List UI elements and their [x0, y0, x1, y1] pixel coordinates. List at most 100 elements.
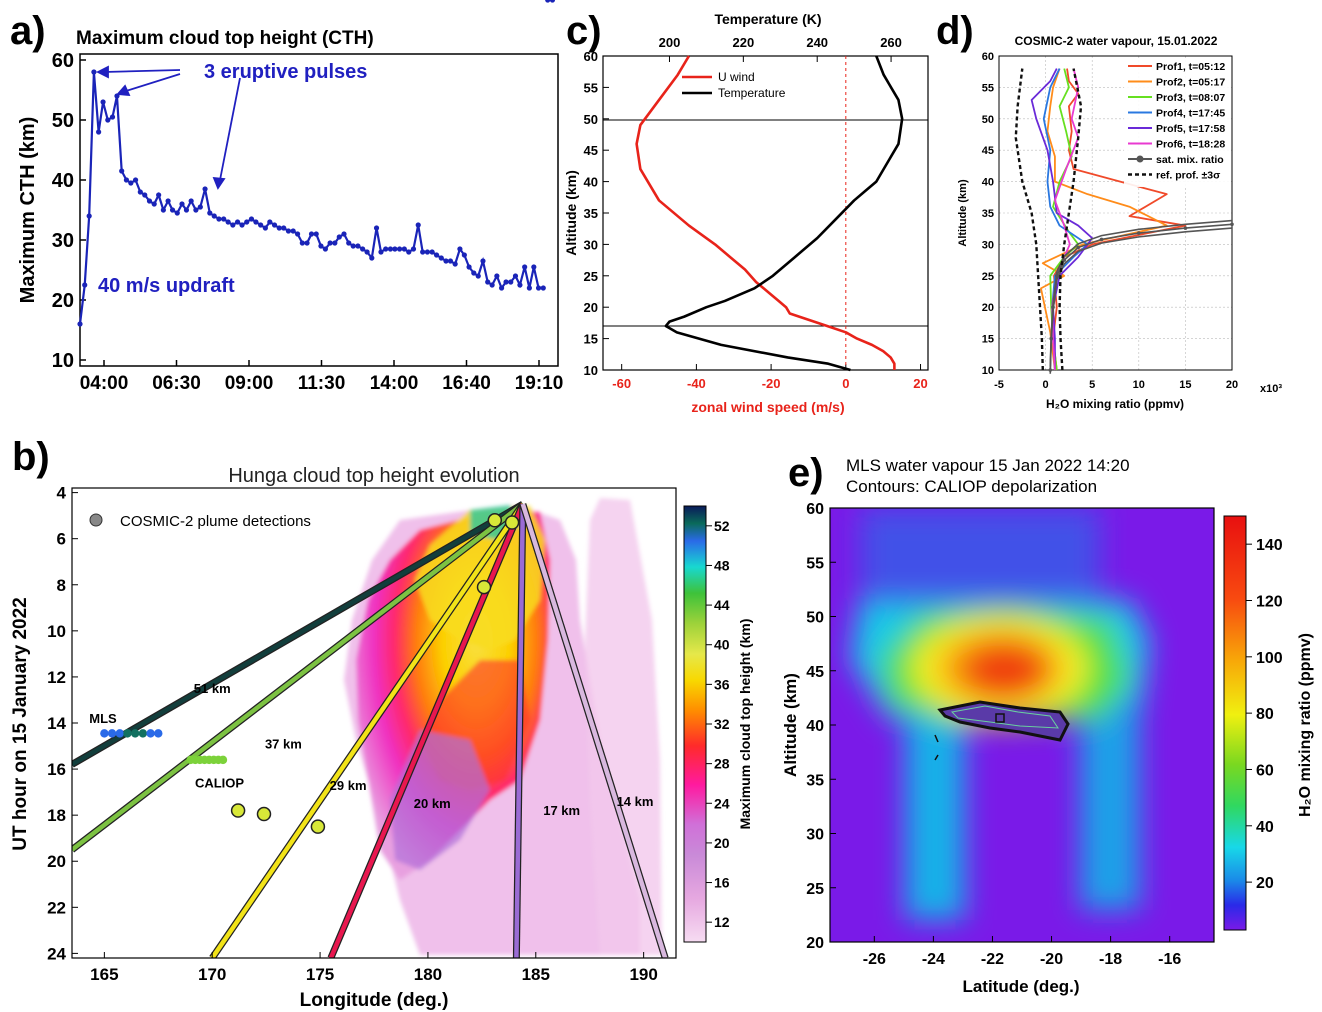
panel-a-point [132, 177, 139, 183]
panel-a-point [485, 279, 491, 285]
panel-a-point [489, 282, 495, 288]
panel-a-point [378, 249, 384, 255]
panel-b-ytick-label: 10 [47, 622, 66, 641]
panel-d-xtick-label: 20 [1226, 379, 1238, 391]
panel-a-point [313, 231, 319, 237]
panel-c-xtick-bottom-label: -40 [687, 376, 706, 391]
panel-b-cosmic2-point [230, 803, 246, 818]
panel-d-legend-label: Prof3, t=08:07 [1156, 92, 1225, 104]
panel-b-ytick-label: 8 [57, 576, 66, 595]
panel-a-point [86, 213, 92, 219]
panel-a-ytick-label: 50 [52, 110, 74, 132]
panel-a-point [498, 285, 505, 291]
panel-b-trajectories [72, 501, 669, 958]
panel-a-point [494, 273, 500, 279]
panel-e-xtick-label: -18 [1099, 951, 1122, 968]
panel-d-xtick-label: 0 [1043, 379, 1049, 391]
panel-a-point [531, 264, 537, 270]
panel-b-track-dot [115, 729, 124, 738]
panel-c-ytick-label: 25 [584, 269, 598, 284]
panel-b-cb-tick-label: 48 [714, 557, 730, 573]
panel-b-cb-tick-label: 20 [714, 835, 730, 851]
panel-a-point [373, 225, 380, 231]
panel-a-point [160, 207, 166, 213]
panel-d-legend-box [1124, 59, 1230, 187]
trajectory-37km [72, 502, 525, 852]
panel-d-xlabel: H₂O mixing ratio (ppmv) [1046, 397, 1184, 411]
panel-a-point [188, 198, 194, 204]
trajectory-label: 14 km [617, 794, 654, 809]
panel-d-ytick-label: 35 [982, 208, 994, 220]
panel-c-legend-temperature: Temperature [718, 86, 786, 100]
panel-a-point [406, 249, 412, 255]
panel-c-series [603, 55, 928, 372]
panel-a-point [142, 192, 148, 198]
panel-a-point [387, 246, 394, 252]
panel-a-point [526, 285, 532, 291]
panel-d-ytick-label: 15 [982, 334, 994, 346]
panel-e-ytick-label: 50 [806, 610, 824, 627]
panel-d-sat-point [1099, 237, 1104, 242]
panel-e-subtitle: Contours: CALIOP depolarization [846, 477, 1097, 496]
panel-d-xtick-label: 10 [1133, 379, 1145, 391]
panel-e-ytick-label: 35 [806, 772, 824, 789]
panel-a-point [364, 249, 370, 255]
panel-a-point [549, 0, 556, 3]
panel-a-point [480, 258, 486, 264]
panel-e-ytick-label: 55 [806, 555, 824, 572]
panel-a-point [355, 243, 361, 249]
panel-a-point [281, 225, 287, 231]
panel-a-title: Maximum cloud top height (CTH) [76, 28, 374, 49]
panel-c-letter: c) [566, 9, 602, 53]
panel-a-point [420, 249, 426, 255]
panel-d-sat-point [1230, 222, 1234, 227]
panel-b-cb-tick-label: 36 [714, 676, 730, 692]
panel-a-point [165, 198, 171, 204]
panel-c-line-temperature [664, 55, 904, 372]
panel-a-xtick-label: 19:10 [515, 373, 564, 394]
panel-c-ytick-label: 15 [584, 332, 598, 347]
panel-e-xtick-label: -16 [1158, 951, 1181, 968]
trajectory-label: 29 km [330, 778, 367, 793]
panel-b-track-dot [154, 729, 163, 738]
panel-b-ytick-label: 6 [57, 530, 66, 549]
panel-b-track-dot [100, 729, 109, 738]
panel-b-ytick-label: 12 [47, 668, 66, 687]
panel-b-ylabel: UT hour on 15 January 2022 [10, 597, 31, 850]
trajectory-14km [520, 503, 668, 958]
panel-c-xtick-top-label: 220 [732, 35, 754, 50]
panel-a-point [350, 243, 356, 249]
panel-a-point [179, 201, 185, 207]
panel-a-point [230, 222, 236, 228]
panel-b-cb-tick-label: 32 [714, 716, 730, 732]
panel-e-cb-tick-label: 120 [1256, 593, 1283, 610]
panel-a-point [253, 219, 259, 225]
panel-b-track-dot [146, 729, 155, 738]
panel-e-cb-tick-label: 100 [1256, 650, 1283, 667]
panel-b-cb-tick-label: 16 [714, 875, 730, 891]
panel-e-colorbar-label: H₂O mixing ratio (ppmv) [1297, 633, 1314, 817]
panel-a-xtick-label: 09:00 [225, 373, 274, 394]
panel-d-legend-label: ref. prof. ±3σ [1156, 170, 1220, 182]
panel-a-xtick-label: 16:40 [442, 373, 491, 394]
panel-a-point [225, 219, 231, 225]
panel-a-xtick-label: 04:00 [80, 373, 129, 394]
panel-c-ytick-label: 60 [584, 49, 598, 64]
panel-b-xlabel: Longitude (deg.) [300, 990, 449, 1011]
panel-a-xtick-label: 11:30 [298, 373, 346, 394]
panel-c-ylabel: Altitude (km) [563, 170, 579, 256]
panel-b-ytick-label: 18 [47, 806, 66, 825]
panel-a-point [346, 240, 352, 246]
panel-d-sat-point [1049, 336, 1053, 341]
panel-b-cosmic2-point [476, 579, 492, 595]
panel-a-point [216, 216, 222, 222]
panel-b-cosmic2-point [256, 806, 272, 822]
panel-b-legend-marker [89, 513, 103, 527]
panel-d-profile [1040, 68, 1168, 371]
panel-b-ytick-label: 14 [47, 714, 66, 733]
panel-c-frame [602, 55, 929, 371]
panel-a-point [77, 321, 83, 327]
panel-c-xtick-bottom-label: 0 [842, 376, 849, 391]
panel-a-point [471, 270, 477, 276]
